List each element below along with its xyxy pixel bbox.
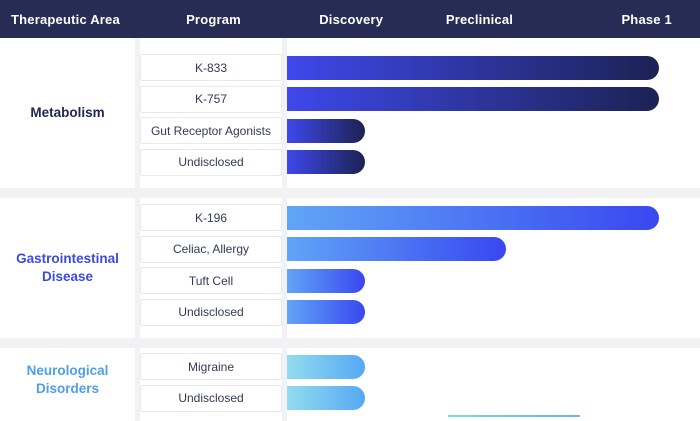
program-row: Gut Receptor Agonists bbox=[140, 117, 700, 144]
bar-track bbox=[282, 385, 700, 412]
pipeline-bar bbox=[287, 354, 366, 379]
bar-track bbox=[282, 299, 700, 326]
program-label: K-833 bbox=[140, 54, 282, 81]
therapeutic-area-label: Metabolism bbox=[30, 104, 105, 120]
pipeline-bar bbox=[287, 268, 366, 293]
bar-track bbox=[282, 267, 700, 294]
therapeutic-area-label: Gastrointestinal Disease bbox=[16, 250, 119, 284]
pipeline-bar bbox=[287, 386, 366, 410]
bar-track bbox=[282, 54, 700, 81]
program-row: K-833 bbox=[140, 54, 700, 81]
program-row: Celiac, Allergy bbox=[140, 235, 700, 263]
program-label: Undisclosed bbox=[140, 384, 282, 412]
column-gap-band bbox=[282, 38, 287, 421]
therapeutic-area-label: Neurological Disorders bbox=[26, 362, 109, 396]
program-row: Undisclosed bbox=[140, 148, 700, 176]
column-gap-band bbox=[135, 38, 140, 421]
section-divider bbox=[0, 338, 700, 348]
section-metabolism: Metabolism K-833 K-757 Gut Receptor Agon… bbox=[0, 38, 700, 188]
program-row: K-196 bbox=[140, 204, 700, 231]
header-program: Program bbox=[186, 11, 241, 27]
program-label: Gut Receptor Agonists bbox=[140, 117, 282, 144]
bar-track bbox=[282, 86, 700, 113]
phase-header-bar: Therapeutic Area Program Discovery Precl… bbox=[0, 0, 700, 38]
program-row: Tuft Cell bbox=[140, 267, 700, 294]
cropped-next-bar-artifact bbox=[448, 415, 580, 417]
program-label: K-196 bbox=[140, 204, 282, 231]
program-label: Celiac, Allergy bbox=[140, 235, 282, 263]
section-neurological-disorders: Neurological Disorders Migraine Undisclo… bbox=[0, 348, 700, 412]
program-row: K-757 bbox=[140, 85, 700, 113]
pipeline-bar bbox=[287, 118, 366, 143]
pipeline-bar bbox=[287, 237, 506, 261]
program-row: Undisclosed bbox=[140, 384, 700, 412]
bar-track bbox=[282, 353, 700, 380]
bar-track bbox=[282, 236, 700, 263]
program-label: Undisclosed bbox=[140, 298, 282, 326]
program-label: Migraine bbox=[140, 353, 282, 380]
pipeline-bar bbox=[287, 87, 659, 111]
program-label: K-757 bbox=[140, 85, 282, 113]
program-label: Tuft Cell bbox=[140, 267, 282, 294]
header-therapeutic-area: Therapeutic Area bbox=[11, 11, 120, 27]
program-row: Migraine bbox=[140, 353, 700, 380]
header-phase-1: Phase 1 bbox=[621, 11, 672, 27]
bar-track bbox=[282, 149, 700, 176]
bar-track bbox=[282, 117, 700, 144]
pipeline-bar bbox=[287, 205, 659, 230]
section-gastrointestinal-disease: Gastrointestinal Disease K-196 Celiac, A… bbox=[0, 198, 700, 338]
program-label: Undisclosed bbox=[140, 148, 282, 176]
pipeline-bar bbox=[287, 150, 366, 174]
header-phase-columns: Discovery Preclinical Phase 1 bbox=[287, 12, 700, 27]
program-row: Undisclosed bbox=[140, 298, 700, 326]
pipeline-bar bbox=[287, 300, 366, 324]
section-divider bbox=[0, 188, 700, 198]
pipeline-bar bbox=[287, 55, 659, 80]
header-preclinical: Preclinical bbox=[445, 11, 514, 27]
header-discovery: Discovery bbox=[319, 11, 384, 27]
bar-track bbox=[282, 204, 700, 231]
